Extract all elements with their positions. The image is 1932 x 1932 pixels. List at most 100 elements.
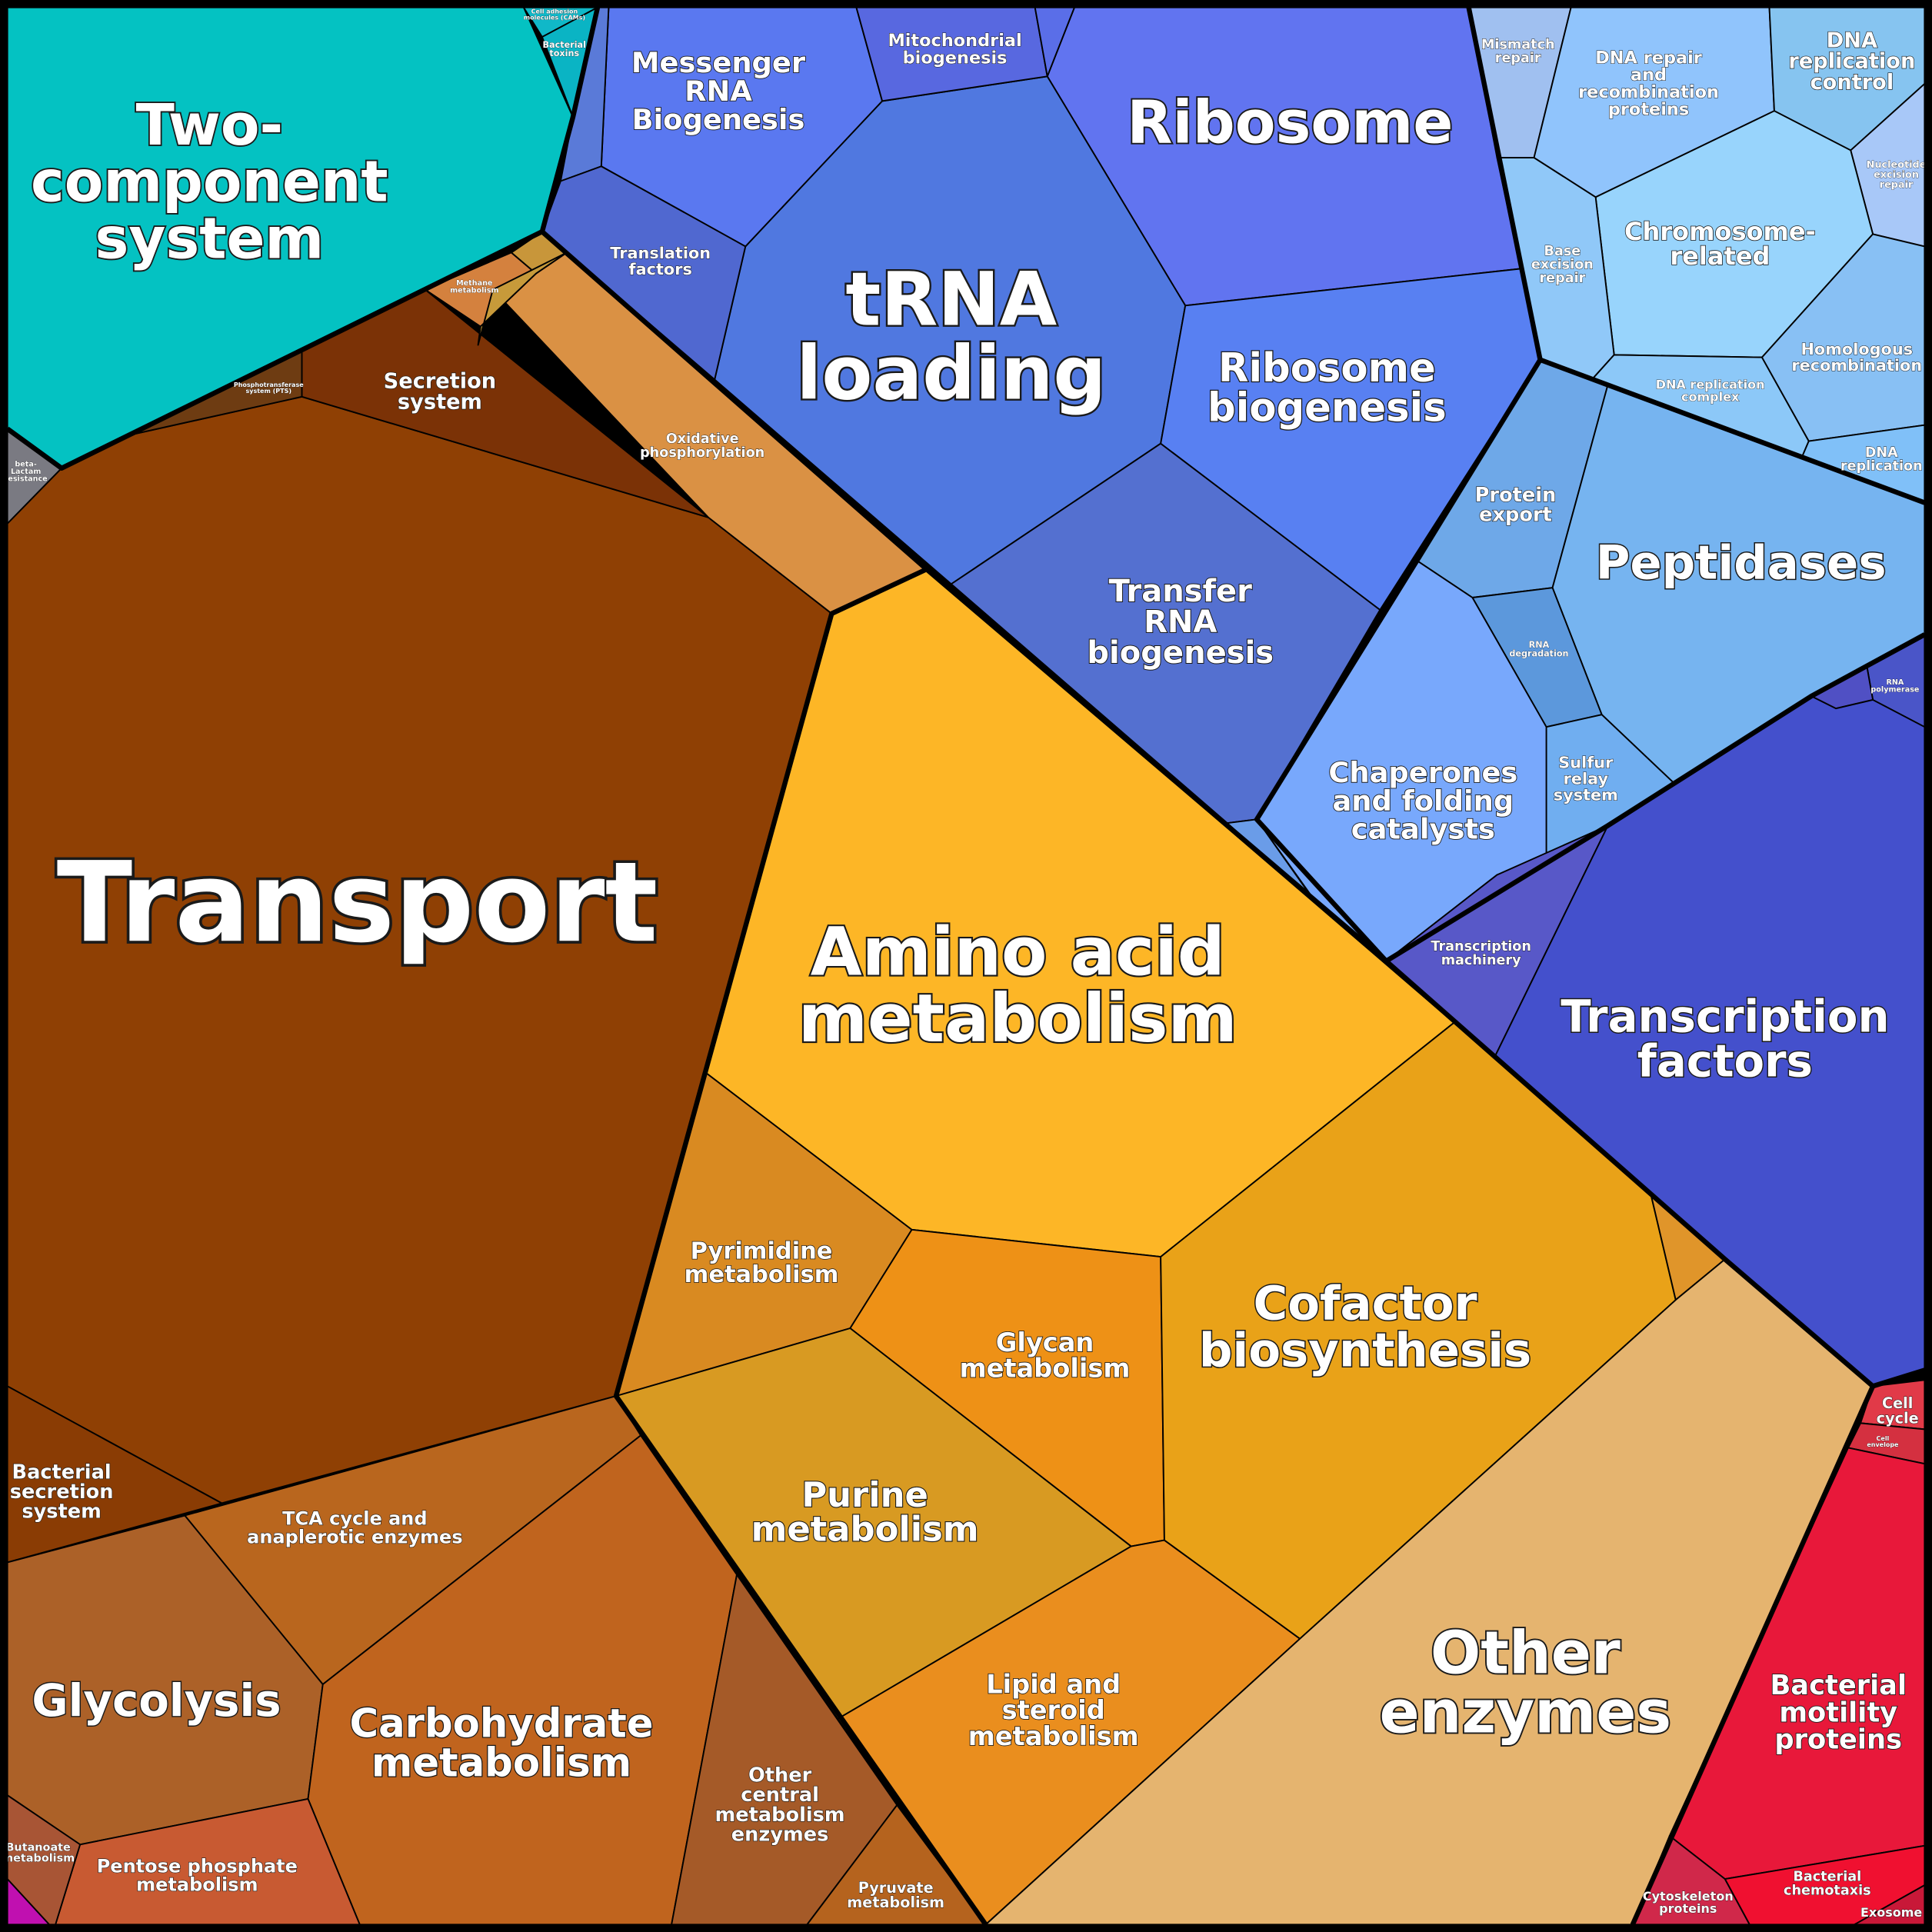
cell-label: Translation: [610, 244, 711, 262]
cell-label: factors: [629, 260, 692, 278]
cell-label: Transfer: [1109, 574, 1253, 609]
cell-label: export: [1479, 504, 1552, 527]
cell-label: biogenesis: [1208, 385, 1447, 431]
cell-label: Cofactor: [1254, 1276, 1477, 1331]
cell-label: biosynthesis: [1199, 1323, 1531, 1377]
cell-label: cycle: [1877, 1409, 1919, 1427]
cell-label: system: [95, 206, 324, 271]
cell-label: RNA: [1886, 678, 1904, 687]
cell-label: Cell: [1882, 1394, 1913, 1412]
cell-label: enzymes: [1379, 1678, 1671, 1747]
group-boundary: [1630, 1384, 1876, 1926]
cell-label: metabolism: [715, 1804, 845, 1827]
cell-label: machinery: [1441, 953, 1521, 968]
cell-label: and: [1631, 65, 1667, 85]
cell-label: relay: [1564, 769, 1609, 788]
cells: [6, 6, 1926, 1926]
cell-label: Lactam: [11, 468, 41, 476]
cell-label: motility: [1779, 1697, 1897, 1728]
cell-label: Ribosome: [1218, 345, 1436, 391]
cell-label: Pyrimidine: [691, 1237, 833, 1264]
cell-label: DNA replication: [1656, 377, 1765, 391]
cell-label: Glycan: [996, 1327, 1094, 1357]
cell-label: toxins: [549, 48, 579, 58]
cell-label: Cell: [1877, 1435, 1890, 1442]
cell-label: loading: [796, 330, 1106, 416]
cell-label: RNA: [685, 75, 752, 108]
cell-label: metabolism: [136, 1874, 258, 1895]
cell-label: DNA repair: [1595, 48, 1702, 68]
cell-label: proteins: [1774, 1724, 1902, 1756]
cell-label: excision: [1531, 257, 1594, 272]
cell-label: Bacterial: [1793, 1870, 1861, 1885]
cell-label: polymerase: [1870, 686, 1920, 695]
cell-label: proteins: [1659, 1901, 1717, 1916]
cell-label: Protein: [1475, 484, 1557, 507]
cell-label: Mitochondrial: [888, 31, 1021, 51]
cell-label: RNA: [1144, 605, 1217, 640]
cell-label: chemotaxis: [1784, 1883, 1871, 1898]
cell-label: component: [31, 150, 388, 215]
cell-label: Two-: [136, 93, 283, 158]
cell-label: Bacterial: [12, 1461, 112, 1484]
cell-label: Transcription: [1561, 991, 1889, 1043]
cell-label: Methane: [456, 279, 493, 288]
cell-label: Carbohydrate: [349, 1700, 653, 1747]
cell-label: metabolism: [371, 1740, 631, 1787]
group-boundary: [1254, 6, 1543, 963]
cell-label: Amino acid: [811, 914, 1225, 991]
cell-label: DNA: [1865, 445, 1898, 461]
cell-label: system: [22, 1501, 102, 1524]
cell-label: system (PTS): [245, 388, 291, 395]
cell-label: and folding: [1332, 784, 1514, 818]
cell-label: Purine: [801, 1474, 928, 1515]
cell-label: repair: [1539, 271, 1585, 286]
cell-label: Biogenesis: [631, 103, 804, 136]
cell-label: Homologous: [1801, 340, 1914, 358]
cell-label: repair: [1880, 179, 1914, 191]
cell-label: phosphorylation: [640, 445, 764, 461]
cell-label: Pentose phosphate: [97, 1855, 298, 1877]
group-boundary: [1539, 357, 1926, 505]
cell-label: beta-: [15, 460, 36, 468]
cell-label: Chromosome-: [1624, 217, 1816, 246]
cell-label: steroid: [1002, 1695, 1105, 1725]
cell-label: metabolism: [960, 1354, 1131, 1384]
cell-label: recombination: [1791, 356, 1922, 375]
cell-label: system: [398, 391, 482, 415]
cell-label: Bacterial: [1770, 1670, 1907, 1701]
cell-label: Cell adhesion: [531, 8, 578, 15]
cell-label: replication: [1788, 50, 1915, 74]
cell-label: factors: [1637, 1034, 1813, 1087]
cell-label: Base: [1544, 244, 1581, 259]
cell-label: biogenesis: [1087, 635, 1274, 671]
cell-label: TCA cycle and: [282, 1508, 427, 1530]
group-boundaries: [5, 6, 1926, 1927]
cell-label: DNA: [1827, 28, 1877, 52]
cell-label: Lipid and: [986, 1669, 1121, 1699]
cell-label: Other: [748, 1764, 812, 1787]
cell-label: metabolism: [2, 1853, 75, 1865]
cell-label: Messenger: [631, 46, 806, 79]
cell-label: metabolism: [798, 981, 1237, 1058]
cell-label: Butanoate: [5, 1841, 71, 1854]
cell-label: tRNA: [845, 256, 1057, 342]
cell-label: enzymes: [731, 1823, 829, 1846]
cell-label: repair: [1495, 51, 1541, 66]
cell-label: RNA: [1529, 640, 1550, 650]
cell-label: Transport: [57, 838, 658, 968]
cell-label: biogenesis: [903, 48, 1008, 68]
cell: [477, 251, 568, 346]
cell-label: metabolism: [968, 1721, 1139, 1751]
cell-label: catalysts: [1351, 813, 1495, 846]
cell-label: proteins: [1608, 100, 1689, 120]
cell-label: Glycolysis: [32, 1674, 281, 1727]
cell-label: control: [1810, 71, 1894, 95]
cell-label: Cytoskeleton: [1643, 1889, 1734, 1904]
cell-label: excision: [1874, 169, 1919, 181]
cell: [1160, 268, 1541, 611]
